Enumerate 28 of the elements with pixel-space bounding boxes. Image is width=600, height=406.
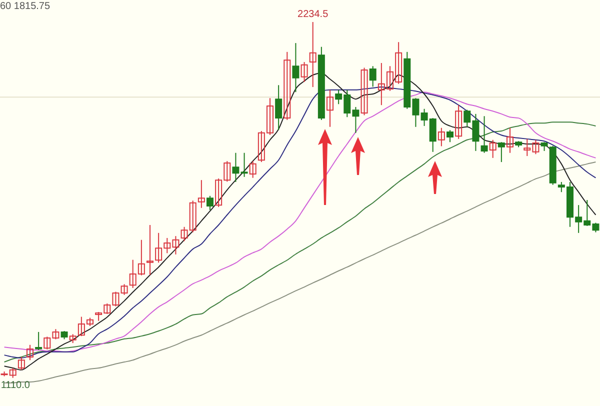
candlestick (18, 356, 25, 370)
text: 60 1815.75 (0, 1, 50, 12)
candlestick (326, 89, 334, 128)
candlestick (489, 139, 496, 158)
annotation: 2234.5 (298, 9, 329, 20)
candlestick (480, 116, 488, 154)
candlestick (284, 51, 291, 120)
candlestick (232, 152, 240, 182)
candlestick (300, 62, 308, 82)
annotation: 1110.0 (0, 380, 30, 391)
candlestick (206, 195, 214, 211)
candlestick (360, 67, 368, 116)
candlestick (455, 104, 462, 140)
candlestick (292, 42, 300, 93)
candlestick (35, 331, 42, 350)
candlestick (120, 284, 128, 296)
candlestick (498, 142, 505, 163)
candlestick (26, 344, 34, 361)
candlestick (198, 180, 205, 208)
candlestick (369, 66, 376, 88)
candlestick (240, 152, 248, 178)
candlestick (506, 127, 514, 154)
candlestick (275, 84, 282, 131)
candlestick (146, 224, 154, 276)
candlestick (249, 160, 256, 178)
candlestick (438, 127, 445, 147)
candlestick (446, 130, 454, 143)
candlestick (309, 22, 316, 88)
